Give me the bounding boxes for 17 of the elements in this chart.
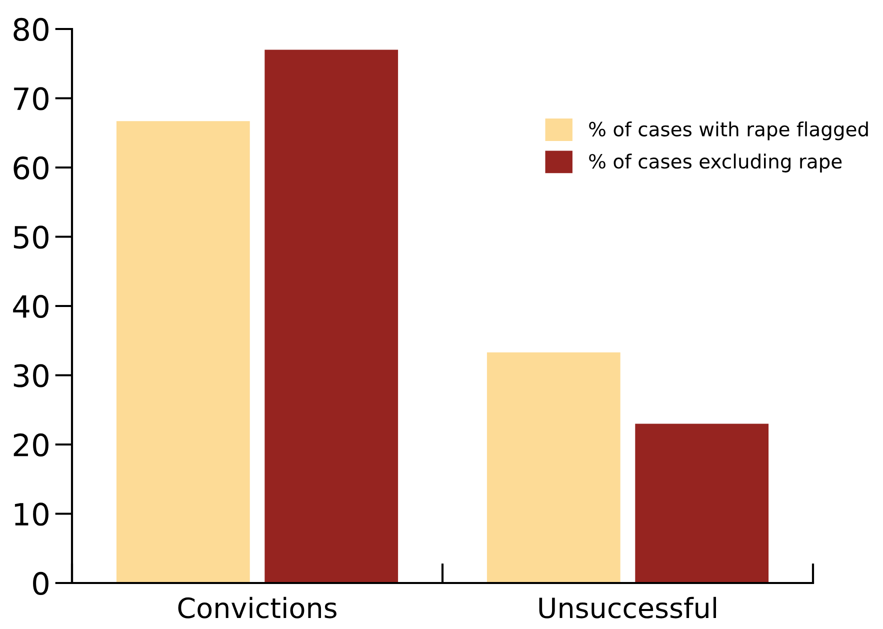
y-tick-label: 20 <box>14 433 48 457</box>
y-tick-label: 30 <box>14 364 48 388</box>
x-tick-label: Convictions <box>178 596 336 618</box>
bar <box>635 424 769 583</box>
y-tick-label: 50 <box>14 226 48 249</box>
bar <box>264 50 398 583</box>
y-tick-label: 70 <box>14 87 48 110</box>
x-tick-label: Unsuccessful <box>539 596 716 618</box>
y-tick-label: 10 <box>14 502 48 526</box>
bar <box>486 352 620 583</box>
y-tick-label: 80 <box>14 18 48 42</box>
legend-label: % of cases with rape flagged <box>589 121 868 140</box>
y-tick-label: 40 <box>13 294 48 318</box>
y-tick-label: 60 <box>14 156 48 180</box>
legend-label: % of cases excluding rape <box>589 154 842 172</box>
bar <box>116 121 250 583</box>
y-tick-label: 0 <box>33 572 48 596</box>
